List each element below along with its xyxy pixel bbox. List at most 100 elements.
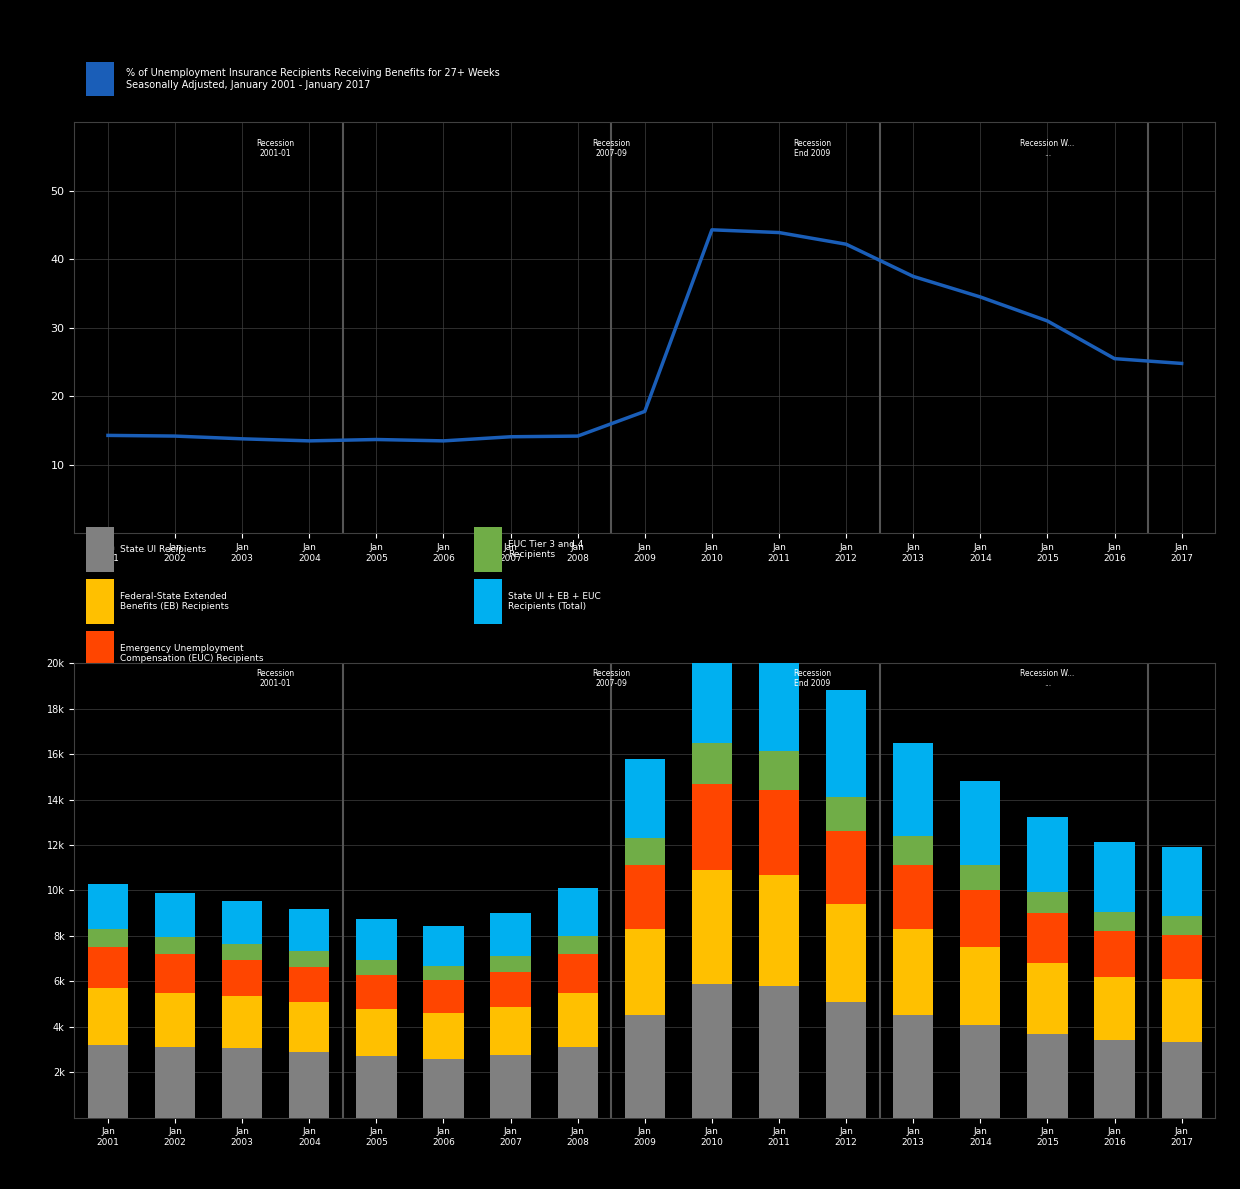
Bar — [1095, 842, 1135, 912]
Bar — [155, 1048, 195, 1118]
Bar — [1095, 977, 1135, 1040]
Bar — [826, 831, 867, 904]
Bar — [692, 743, 732, 784]
Bar — [155, 937, 195, 954]
Text: Emergency Unemployment
Compensation (EUC) Recipients: Emergency Unemployment Compensation (EUC… — [120, 643, 264, 663]
Bar — [474, 527, 502, 572]
Bar — [423, 1058, 464, 1118]
Bar — [289, 967, 330, 1002]
Bar — [491, 1007, 531, 1055]
Bar — [759, 791, 799, 875]
Text: Recession
2007-09: Recession 2007-09 — [593, 668, 630, 688]
Bar — [222, 900, 263, 944]
Bar — [491, 1055, 531, 1118]
Bar — [289, 951, 330, 967]
Bar — [625, 1015, 665, 1118]
Bar — [692, 618, 732, 743]
Bar — [893, 1015, 934, 1118]
Bar — [625, 929, 665, 1015]
Bar — [88, 948, 128, 988]
Bar — [423, 965, 464, 980]
Bar — [826, 691, 867, 798]
Bar — [356, 960, 397, 975]
Bar — [625, 838, 665, 866]
Bar — [222, 996, 263, 1049]
Bar — [558, 936, 598, 954]
Bar — [88, 883, 128, 929]
Bar — [893, 866, 934, 929]
Bar — [759, 875, 799, 986]
Bar — [356, 1056, 397, 1118]
Bar — [1027, 817, 1068, 892]
Bar — [960, 891, 1001, 948]
Bar — [88, 1045, 128, 1118]
Bar — [222, 960, 263, 996]
Bar — [289, 1002, 330, 1052]
Bar — [759, 986, 799, 1118]
Bar — [558, 954, 598, 993]
Text: Recession
2007-09: Recession 2007-09 — [593, 139, 630, 158]
Bar — [893, 743, 934, 836]
Bar — [960, 1025, 1001, 1118]
Bar — [960, 781, 1001, 866]
Bar — [960, 866, 1001, 891]
Bar — [88, 988, 128, 1045]
Bar — [1162, 935, 1202, 979]
Bar — [474, 579, 502, 624]
Bar — [155, 954, 195, 993]
Bar — [222, 1049, 263, 1118]
Bar — [289, 910, 330, 951]
Bar — [1027, 913, 1068, 963]
Bar — [222, 944, 263, 960]
Bar — [1095, 1040, 1135, 1118]
Bar — [893, 836, 934, 866]
Bar — [423, 926, 464, 965]
Bar — [692, 784, 732, 870]
Bar — [558, 1048, 598, 1118]
Bar — [491, 973, 531, 1007]
Bar — [88, 929, 128, 948]
Bar — [86, 62, 114, 96]
Text: Recession W...
...: Recession W... ... — [1021, 668, 1075, 688]
Bar — [625, 759, 665, 838]
Text: Federal-State Extended
Benefits (EB) Recipients: Federal-State Extended Benefits (EB) Rec… — [120, 592, 229, 611]
Bar — [826, 904, 867, 1002]
Bar — [1162, 916, 1202, 935]
Bar — [423, 980, 464, 1013]
Text: Recession
End 2009: Recession End 2009 — [794, 139, 832, 158]
Bar — [155, 993, 195, 1048]
Bar — [1162, 1042, 1202, 1118]
Bar — [558, 888, 598, 936]
Bar — [558, 993, 598, 1048]
Text: Recession
2001-01: Recession 2001-01 — [257, 668, 295, 688]
Bar — [960, 948, 1001, 1025]
Bar — [1027, 1033, 1068, 1118]
Text: EUC Tier 3 and 4
Recipients: EUC Tier 3 and 4 Recipients — [508, 540, 583, 559]
Bar — [692, 870, 732, 983]
Bar — [1095, 931, 1135, 977]
Bar — [692, 983, 732, 1118]
Bar — [86, 630, 114, 677]
Bar — [1162, 847, 1202, 916]
Text: % of Unemployment Insurance Recipients Receiving Benefits for 27+ Weeks
Seasonal: % of Unemployment Insurance Recipients R… — [125, 68, 500, 89]
Bar — [1027, 963, 1068, 1033]
Bar — [826, 798, 867, 831]
Bar — [356, 975, 397, 1008]
Bar — [491, 956, 531, 973]
Bar — [759, 628, 799, 750]
Bar — [893, 929, 934, 1015]
Text: Recession
2001-01: Recession 2001-01 — [257, 139, 295, 158]
Bar — [625, 866, 665, 929]
Bar — [289, 1052, 330, 1118]
Bar — [1027, 892, 1068, 913]
Bar — [1095, 912, 1135, 931]
Bar — [491, 913, 531, 956]
Bar — [155, 893, 195, 937]
Bar — [759, 750, 799, 791]
Bar — [356, 919, 397, 960]
Bar — [826, 1002, 867, 1118]
Text: Recession W...
...: Recession W... ... — [1021, 139, 1075, 158]
Text: State UI + EB + EUC
Recipients (Total): State UI + EB + EUC Recipients (Total) — [508, 592, 600, 611]
Bar — [356, 1008, 397, 1056]
Bar — [86, 527, 114, 572]
